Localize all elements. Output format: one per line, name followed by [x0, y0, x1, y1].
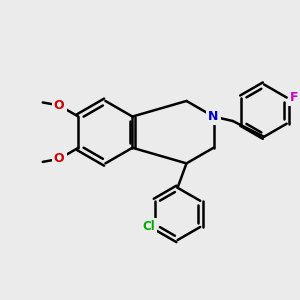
Text: O: O: [54, 99, 64, 112]
Text: F: F: [290, 91, 298, 104]
Text: N: N: [208, 110, 219, 123]
Text: O: O: [54, 152, 64, 165]
Text: Cl: Cl: [142, 220, 155, 233]
